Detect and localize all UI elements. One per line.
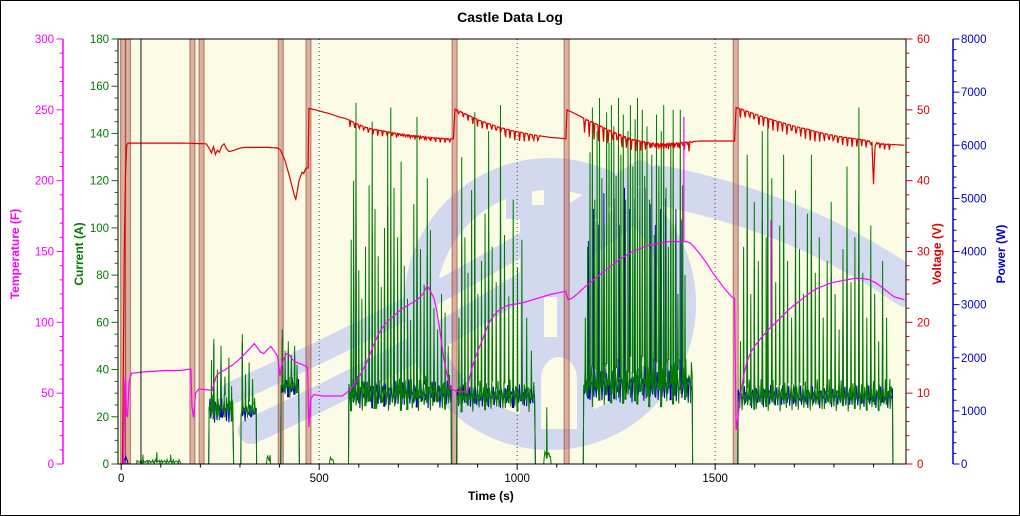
svg-text:2000: 2000	[961, 353, 987, 365]
svg-text:80: 80	[96, 270, 109, 282]
current-axis: 0 20 40 60 80 100 120 140 160 180	[90, 34, 118, 471]
time-axis: 0 500 1000 1500	[118, 464, 875, 485]
temperature-axis: 0 50 100 150 200 250 300	[35, 34, 64, 471]
svg-text:100: 100	[35, 317, 54, 329]
svg-text:180: 180	[90, 34, 109, 46]
power-axis: 0 1000 2000 3000 4000 5000 6000 7000 8000	[952, 34, 987, 471]
svg-text:250: 250	[35, 105, 54, 117]
svg-text:0: 0	[118, 473, 124, 485]
svg-text:4000: 4000	[961, 247, 987, 259]
svg-text:20: 20	[917, 317, 930, 329]
svg-text:8000: 8000	[961, 34, 987, 46]
event-band	[189, 38, 196, 465]
event-band	[451, 38, 458, 465]
svg-text:300: 300	[35, 34, 54, 46]
voltage-series	[121, 106, 905, 464]
svg-text:1000: 1000	[504, 473, 530, 485]
svg-text:200: 200	[35, 176, 54, 188]
svg-text:7000: 7000	[961, 87, 987, 99]
svg-text:0: 0	[48, 459, 54, 471]
svg-text:500: 500	[310, 473, 329, 485]
svg-text:6000: 6000	[961, 140, 987, 152]
svg-text:120: 120	[90, 176, 109, 188]
current-series	[118, 97, 906, 464]
svg-text:40: 40	[917, 176, 930, 188]
svg-text:0: 0	[961, 459, 967, 471]
svg-text:1500: 1500	[702, 473, 728, 485]
svg-text:50: 50	[917, 105, 930, 117]
svg-text:0: 0	[103, 459, 109, 471]
svg-text:0: 0	[917, 459, 923, 471]
svg-text:10: 10	[917, 388, 930, 400]
event-band	[563, 38, 570, 465]
event-band	[198, 38, 205, 465]
svg-text:50: 50	[41, 388, 54, 400]
svg-text:3000: 3000	[961, 300, 987, 312]
voltage-axis: 0 10 20 30 40 50 60	[906, 34, 930, 471]
svg-text:30: 30	[917, 247, 930, 259]
svg-text:140: 140	[90, 128, 109, 140]
svg-text:60: 60	[917, 34, 930, 46]
svg-text:60: 60	[96, 317, 109, 329]
temperature-series	[121, 241, 905, 464]
svg-text:150: 150	[35, 247, 54, 259]
svg-text:5000: 5000	[961, 193, 987, 205]
svg-text:1000: 1000	[961, 406, 987, 418]
svg-text:20: 20	[96, 412, 109, 424]
svg-text:160: 160	[90, 81, 109, 93]
svg-text:40: 40	[96, 365, 109, 377]
svg-text:100: 100	[90, 223, 109, 235]
